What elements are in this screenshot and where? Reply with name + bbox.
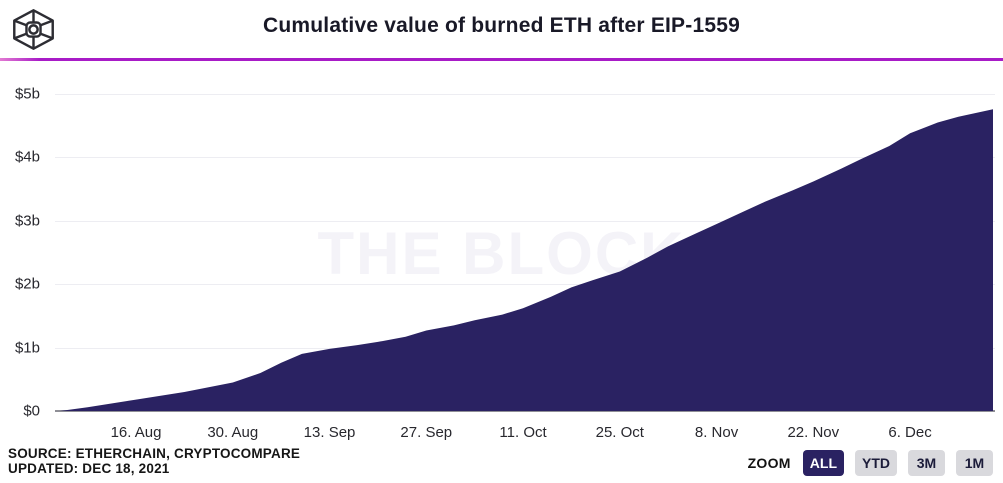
zoom-button-ytd[interactable]: YTD [855,450,897,476]
x-axis-tick-label: 22. Nov [787,424,840,441]
zoom-label: ZOOM [747,455,791,471]
x-axis-tick-label: 8. Nov [694,424,739,441]
y-axis-tick-label: $1b [14,339,40,357]
gridline [55,94,995,95]
source-attribution: SOURCE: ETHERCHAIN, CRYPTOCOMPARE UPDATE… [8,446,300,476]
zoom-button-3m[interactable]: 3M [908,450,945,476]
brand-divider [0,58,1003,61]
source-line: SOURCE: ETHERCHAIN, CRYPTOCOMPARE [8,446,301,461]
y-axis-tick-label: $2b [14,275,40,293]
x-axis-tick-label: 27. Sep [400,424,453,441]
burned-eth-area-series[interactable] [60,109,993,411]
x-axis-tick-label: 6. Dec [888,424,932,441]
x-axis-tick-label: 25. Oct [595,424,644,441]
x-axis-tick-label: 30. Aug [207,424,259,441]
zoom-button-all[interactable]: ALL [802,450,844,476]
the-block-logo-icon [13,9,54,50]
x-axis-tick-label: 16. Aug [110,424,162,441]
gridline [55,284,995,286]
page-title: Cumulative value of burned ETH after EIP… [263,14,740,37]
zoom-button-1m[interactable]: 1M [956,450,993,476]
zoom-controls: ZOOM ALL YTD 3M 1M [748,450,993,476]
x-axis-tick-label: 13. Sep [303,424,356,441]
area-chart-plot[interactable] [0,61,1003,444]
footer: SOURCE: ETHERCHAIN, CRYPTOCOMPARE UPDATE… [0,444,1003,483]
gridline [55,220,995,222]
x-axis-tick-label: 11. Oct [499,424,547,441]
gridline [55,157,995,159]
updated-line: UPDATED: DEC 18, 2021 [8,461,170,476]
chart-area: THE BLOCK $5b $4b $3b $2b $1b $0 16. Aug 30. Au… [0,61,1003,444]
y-axis-tick-label: $3b [14,212,40,230]
header: Cumulative value of burned ETH after EIP… [0,0,1003,58]
y-axis-tick-label: $0 [23,402,40,420]
y-axis-tick-label: $4b [14,148,40,166]
y-axis-tick-label: $5b [14,85,40,103]
